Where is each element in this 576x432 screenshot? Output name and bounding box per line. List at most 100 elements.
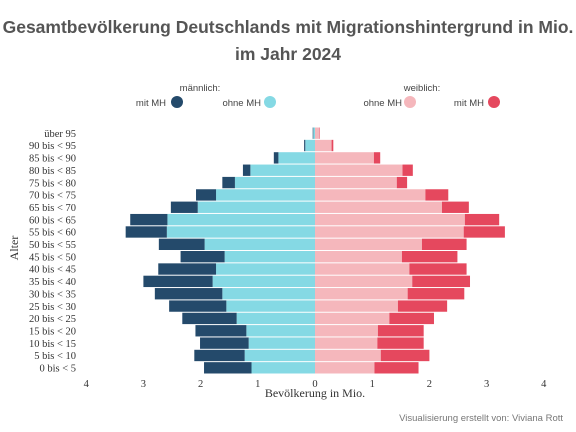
bar-female-ohne-mh-5-bis-10 bbox=[315, 349, 381, 362]
bar-female-mit-mh-0-bis-5 bbox=[374, 362, 419, 374]
x-tick-pos2: 2 bbox=[427, 379, 432, 390]
bar-male-ohne-mh-20-bis-25 bbox=[236, 312, 315, 325]
x-tick-neg2: 2 bbox=[198, 379, 203, 390]
bar-male-mit-mh-25-bis-30 bbox=[169, 300, 227, 312]
bar-male-ohne-mh-55-bis-60 bbox=[166, 226, 315, 238]
bar-female-ohne-mh-65-bis-70 bbox=[315, 201, 442, 213]
x-axis-label: Bevölkerung in Mio. bbox=[265, 386, 365, 400]
bar-female-ohne-mh-75-bis-80 bbox=[315, 176, 397, 189]
bar-female-mit-mh-40-bis-45 bbox=[409, 263, 467, 275]
y-tick-45-bis-50: 45 bis < 50 bbox=[29, 252, 76, 263]
bar-female-mit-mh-50-bis-55 bbox=[421, 238, 467, 250]
legend: männlich: weiblich: mit MH ohne MH ohne … bbox=[136, 83, 500, 109]
legend-label-male-ohne-mh: ohne MH bbox=[222, 98, 261, 109]
bar-male-ohne-mh-65-bis-70 bbox=[197, 201, 315, 213]
y-tick-ber-95: über 95 bbox=[44, 129, 76, 140]
caption: Visualisierung erstellt von: Viviana Rot… bbox=[399, 413, 563, 424]
bar-female-ohne-mh-10-bis-15 bbox=[315, 337, 378, 349]
bar-male-mit-mh-70-bis-75 bbox=[196, 189, 217, 201]
x-tick-0: 0 bbox=[312, 379, 317, 390]
bar-female-ohne-mh-55-bis-60 bbox=[315, 226, 464, 238]
bar-male-ohne-mh-25-bis-30 bbox=[226, 300, 315, 312]
bar-male-mit-mh-30-bis-35 bbox=[154, 288, 223, 300]
chart-subtitle: im Jahr 2024 bbox=[235, 44, 341, 64]
y-tick-70-bis-75: 70 bis < 75 bbox=[29, 191, 76, 202]
bar-male-mit-mh-20-bis-25 bbox=[182, 312, 237, 325]
bar-female-ohne-mh-0-bis-5 bbox=[315, 362, 375, 374]
bar-female-ohne-mh-35-bis-40 bbox=[315, 275, 413, 288]
y-tick-15-bis-20: 15 bis < 20 bbox=[29, 326, 76, 337]
bar-male-mit-mh-35-bis-40 bbox=[143, 275, 213, 288]
bar-male-ohne-mh-35-bis-40 bbox=[212, 275, 315, 288]
bar-female-mit-mh-ber-95 bbox=[319, 127, 320, 139]
bar-male-ohne-mh-15-bis-20 bbox=[246, 325, 315, 337]
bar-female-ohne-mh-30-bis-35 bbox=[315, 288, 408, 300]
bar-female-mit-mh-60-bis-65 bbox=[464, 213, 500, 226]
x-tick-labels: 4 3 2 1 0 1 2 3 4 bbox=[84, 379, 548, 390]
y-axis-label: Alter bbox=[7, 236, 21, 261]
bar-female-ohne-mh-15-bis-20 bbox=[315, 325, 378, 337]
bar-female-mit-mh-85-bis-90 bbox=[373, 152, 381, 164]
bar-female-mit-mh-45-bis-50 bbox=[401, 251, 458, 263]
bar-male-ohne-mh-40-bis-45 bbox=[216, 263, 315, 275]
bar-female-mit-mh-25-bis-30 bbox=[397, 300, 448, 312]
bar-male-mit-mh-ber-95 bbox=[312, 127, 314, 139]
y-tick-5-bis-10: 5 bis < 10 bbox=[34, 351, 76, 362]
x-tick-neg1: 1 bbox=[255, 379, 260, 390]
y-tick-40-bis-45: 40 bis < 45 bbox=[29, 265, 76, 276]
bar-female-ohne-mh-80-bis-85 bbox=[315, 164, 403, 176]
bar-male-ohne-mh-80-bis-85 bbox=[250, 164, 315, 176]
bar-male-mit-mh-75-bis-80 bbox=[222, 176, 235, 189]
legend-female-title: weiblich: bbox=[403, 83, 440, 94]
bar-male-ohne-mh-ber-95 bbox=[313, 127, 315, 139]
bar-male-mit-mh-45-bis-50 bbox=[180, 251, 225, 263]
bar-female-mit-mh-75-bis-80 bbox=[396, 176, 408, 189]
legend-swatch-male-mit-mh bbox=[171, 96, 183, 108]
legend-label-male-mit-mh: mit MH bbox=[136, 98, 166, 109]
bar-female-ohne-mh-60-bis-65 bbox=[315, 213, 465, 226]
legend-swatch-female-mit-mh bbox=[488, 96, 500, 108]
bars-layer bbox=[125, 127, 505, 374]
bar-male-mit-mh-85-bis-90 bbox=[273, 152, 279, 164]
y-tick-85-bis-90: 85 bis < 90 bbox=[29, 154, 76, 165]
y-tick-90-bis-95: 90 bis < 95 bbox=[29, 141, 76, 152]
bar-female-ohne-mh-90-bis-95 bbox=[315, 139, 332, 152]
x-tick-pos1: 1 bbox=[370, 379, 375, 390]
bar-male-ohne-mh-10-bis-15 bbox=[248, 337, 315, 349]
bar-male-ohne-mh-90-bis-95 bbox=[305, 139, 315, 152]
y-tick-75-bis-80: 75 bis < 80 bbox=[29, 178, 76, 189]
bar-female-mit-mh-90-bis-95 bbox=[331, 139, 334, 152]
bar-female-ohne-mh-ber-95 bbox=[315, 127, 319, 139]
bar-male-ohne-mh-45-bis-50 bbox=[224, 251, 315, 263]
bar-female-mit-mh-30-bis-35 bbox=[407, 288, 465, 300]
bar-female-mit-mh-70-bis-75 bbox=[425, 189, 449, 201]
y-tick-30-bis-35: 30 bis < 35 bbox=[29, 289, 76, 300]
y-tick-65-bis-70: 65 bis < 70 bbox=[29, 203, 76, 214]
bar-female-mit-mh-20-bis-25 bbox=[389, 312, 434, 325]
bar-male-mit-mh-40-bis-45 bbox=[158, 263, 217, 275]
y-tick-0-bis-5: 0 bis < 5 bbox=[39, 364, 76, 375]
y-tick-10-bis-15: 10 bis < 15 bbox=[29, 339, 76, 350]
bar-female-mit-mh-15-bis-20 bbox=[377, 325, 424, 337]
bar-male-ohne-mh-75-bis-80 bbox=[234, 176, 315, 189]
x-tick-neg3: 3 bbox=[141, 379, 146, 390]
bar-male-mit-mh-15-bis-20 bbox=[195, 325, 247, 337]
bar-female-ohne-mh-50-bis-55 bbox=[315, 238, 422, 250]
bar-male-mit-mh-50-bis-55 bbox=[158, 238, 205, 250]
bar-male-ohne-mh-60-bis-65 bbox=[167, 213, 315, 226]
bar-female-mit-mh-65-bis-70 bbox=[441, 201, 469, 213]
bar-female-ohne-mh-25-bis-30 bbox=[315, 300, 398, 312]
bar-male-ohne-mh-70-bis-75 bbox=[216, 189, 315, 201]
bar-male-ohne-mh-30-bis-35 bbox=[222, 288, 315, 300]
bar-female-ohne-mh-20-bis-25 bbox=[315, 312, 390, 325]
x-tick-pos3: 3 bbox=[484, 379, 489, 390]
bar-male-mit-mh-0-bis-5 bbox=[204, 362, 252, 374]
chart-title: Gesamtbevölkerung Deutschlands mit Migra… bbox=[3, 17, 574, 37]
bar-female-ohne-mh-40-bis-45 bbox=[315, 263, 410, 275]
legend-label-female-mit-mh: mit MH bbox=[454, 98, 484, 109]
y-tick-35-bis-40: 35 bis < 40 bbox=[29, 277, 76, 288]
y-tick-55-bis-60: 55 bis < 60 bbox=[29, 228, 76, 239]
bar-male-mit-mh-60-bis-65 bbox=[130, 213, 168, 226]
legend-label-female-ohne-mh: ohne MH bbox=[363, 98, 402, 109]
